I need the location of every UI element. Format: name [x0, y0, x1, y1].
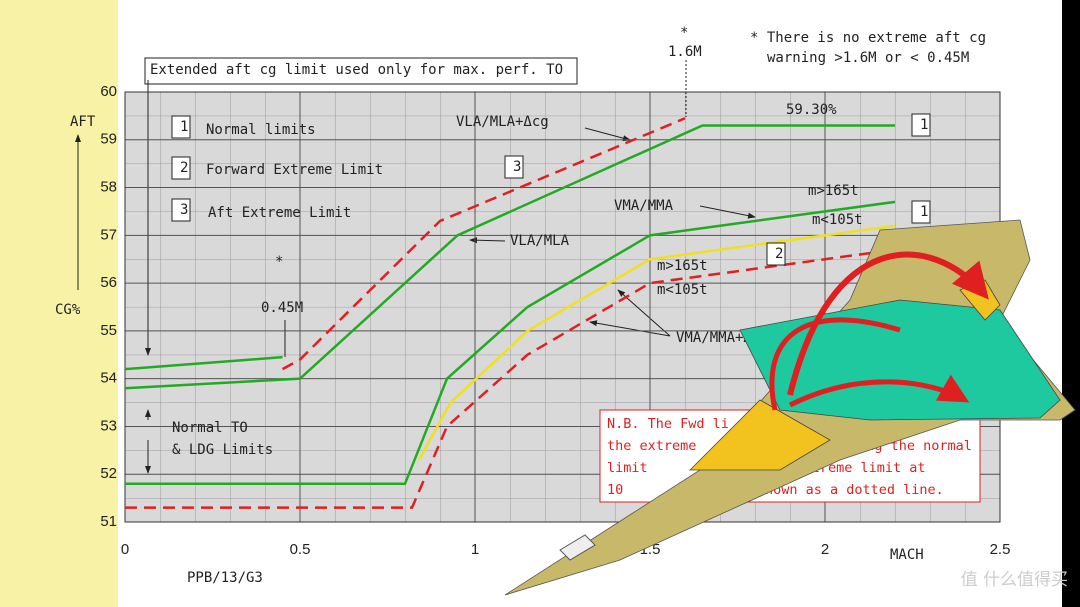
box-label: 1	[180, 119, 188, 135]
annotation: Normal limits	[206, 122, 316, 138]
box-label: 2	[180, 160, 188, 176]
watermark: 值 什么值得买	[961, 570, 1068, 590]
overlay: 值 什么值得买	[961, 570, 1068, 590]
annotation: 59.30%	[786, 102, 837, 118]
annotation: & LDG Limits	[172, 442, 273, 458]
label-box	[171, 198, 191, 222]
leader	[469, 237, 506, 244]
box-label: 3	[180, 202, 188, 218]
note-line: 10	[607, 482, 623, 498]
box-label: 1	[920, 204, 928, 220]
y-tick-label: 54	[100, 370, 117, 387]
annotation: VLA/MLA+Δcg	[456, 114, 549, 130]
aircraft	[504, 219, 1076, 596]
annotation: AFT	[70, 114, 96, 130]
x-tick-label: 2	[821, 541, 829, 558]
label-box	[911, 113, 931, 137]
data-line	[124, 355, 283, 371]
note-line: limit	[607, 460, 648, 476]
box-label: 2	[775, 246, 783, 262]
x-tick-label: 0	[121, 541, 129, 558]
note-line: the extreme	[607, 438, 696, 454]
annotation: 1.6M	[668, 44, 702, 60]
y-tick-label: 51	[100, 513, 117, 530]
y-tick-label: 59	[100, 131, 117, 148]
data-line	[417, 224, 896, 461]
annotation: Aft Extreme Limit	[208, 205, 351, 221]
y-tick-label: 52	[100, 465, 117, 482]
callout-box	[144, 57, 578, 85]
x-tick-label: 0.5	[290, 541, 311, 558]
data-line	[125, 248, 896, 509]
note-line: N.B. The Fwd li	[607, 416, 729, 432]
label-box	[766, 242, 786, 266]
label-box	[911, 200, 931, 224]
box-label: 1	[920, 117, 928, 133]
annotation: m>165t	[808, 183, 859, 199]
annotation: 0.45M	[261, 300, 303, 316]
annotation: m>165t	[657, 258, 708, 274]
annotation: Extended aft cg limit used only for max.…	[150, 62, 563, 78]
label-box	[504, 155, 524, 179]
data-line	[281, 117, 686, 371]
note-line: hown as a dotted line.	[765, 482, 944, 498]
y-tick-label: 55	[100, 322, 117, 339]
annotation: *	[680, 25, 688, 41]
x-tick-label: 2.5	[990, 541, 1011, 558]
leader	[584, 127, 631, 142]
y-tick-label: 56	[100, 274, 117, 291]
y-tick-label: 53	[100, 417, 117, 434]
label-box	[171, 156, 191, 180]
data-line	[124, 124, 895, 390]
leader	[589, 320, 671, 337]
annotation: * There is no extreme aft cg	[750, 30, 986, 46]
annotation: PPB/13/G3	[187, 570, 263, 586]
leader	[699, 205, 756, 219]
annotation: Normal TO	[172, 420, 248, 436]
y-tick-label: 58	[100, 179, 117, 196]
annotation: VMA/MMA	[614, 198, 674, 214]
annotation: Forward Extreme Limit	[206, 162, 383, 178]
annotation: m<105t	[657, 282, 708, 298]
label-box	[171, 115, 191, 139]
x-tick-label: 1	[471, 541, 479, 558]
y-tick-label: 60	[100, 83, 117, 100]
annotation: warning >1.6M or < 0.45M	[767, 50, 969, 66]
box-label: 3	[513, 159, 521, 175]
data-line	[125, 200, 896, 486]
annotation: MACH	[890, 547, 924, 563]
y-tick-label: 57	[100, 226, 117, 243]
annotation: *	[275, 254, 283, 270]
annotation: VLA/MLA	[510, 233, 570, 249]
annotation: CG%	[55, 302, 81, 318]
side-strip	[0, 0, 118, 607]
annotation: m<105t	[812, 212, 863, 228]
